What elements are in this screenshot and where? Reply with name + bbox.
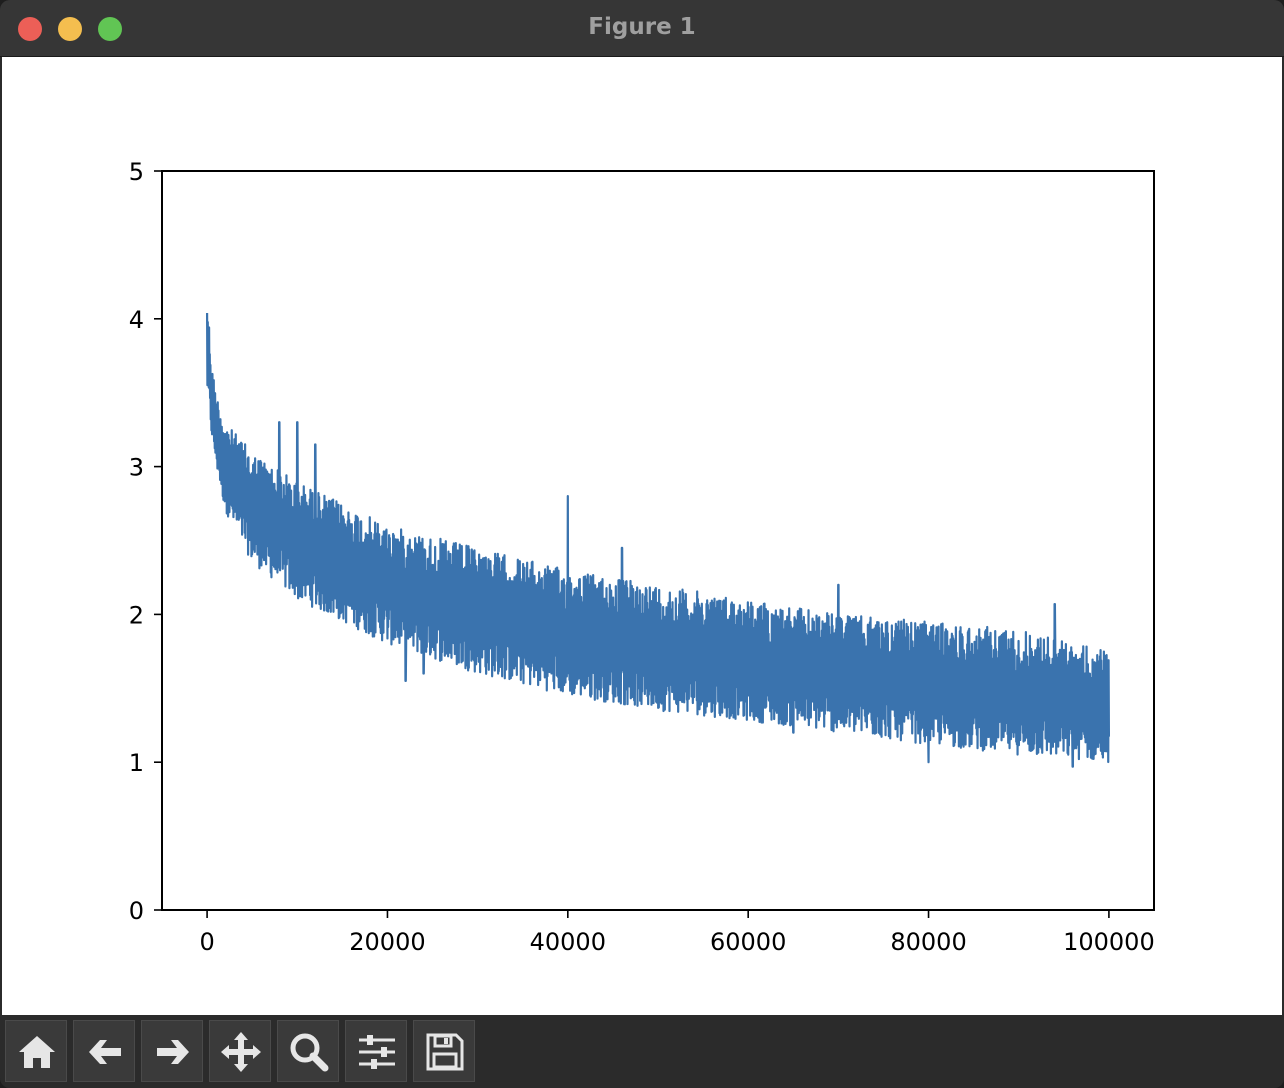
configure-subplots-button[interactable] xyxy=(345,1020,407,1082)
x-tick-label: 100000 xyxy=(1063,928,1155,956)
plot-content xyxy=(205,312,1111,768)
series-line xyxy=(205,312,1111,768)
y-tick-label: 5 xyxy=(129,158,144,186)
zoom-button[interactable] xyxy=(277,1020,339,1082)
forward-button[interactable] xyxy=(141,1020,203,1082)
y-tick-label: 3 xyxy=(129,454,144,482)
back-button[interactable] xyxy=(73,1020,135,1082)
title-bar: Figure 1 xyxy=(0,0,1284,57)
minimize-window-button[interactable] xyxy=(58,17,82,41)
magnifier-icon xyxy=(290,1033,329,1072)
x-tick-label: 80000 xyxy=(890,928,966,956)
close-window-button[interactable] xyxy=(18,17,42,41)
y-tick-label: 1 xyxy=(129,749,144,777)
y-tick-label: 0 xyxy=(129,897,144,925)
x-tick-label: 40000 xyxy=(530,928,606,956)
x-axis: 0 20000 40000 60000 80000 100000 xyxy=(199,910,1155,956)
pan-button[interactable] xyxy=(209,1020,271,1082)
x-tick-label: 60000 xyxy=(710,928,786,956)
x-tick-label: 0 xyxy=(199,928,214,956)
line-chart: 0 20000 40000 60000 80000 100000 0 1 2 3 4 5 xyxy=(129,158,1155,956)
home-icon xyxy=(19,1036,55,1068)
axes-frame xyxy=(161,170,1155,911)
window-title: Figure 1 xyxy=(588,14,696,40)
y-tick-label: 2 xyxy=(129,601,144,629)
y-axis: 0 1 2 3 4 5 xyxy=(129,158,162,925)
home-button[interactable] xyxy=(5,1020,67,1082)
arrow-right-icon xyxy=(157,1040,189,1064)
navigation-toolbar xyxy=(0,1015,1284,1088)
move-icon xyxy=(221,1032,261,1072)
maximize-window-button[interactable] xyxy=(98,17,122,41)
figure-canvas: 0 20000 40000 60000 80000 100000 0 1 2 3 4 5 xyxy=(2,57,1282,1015)
arrow-left-icon xyxy=(89,1040,121,1064)
save-button[interactable] xyxy=(413,1020,475,1082)
y-tick-label: 4 xyxy=(129,306,144,334)
x-tick-label: 20000 xyxy=(349,928,425,956)
sliders-icon xyxy=(359,1035,395,1069)
floppy-disk-icon xyxy=(426,1033,464,1071)
